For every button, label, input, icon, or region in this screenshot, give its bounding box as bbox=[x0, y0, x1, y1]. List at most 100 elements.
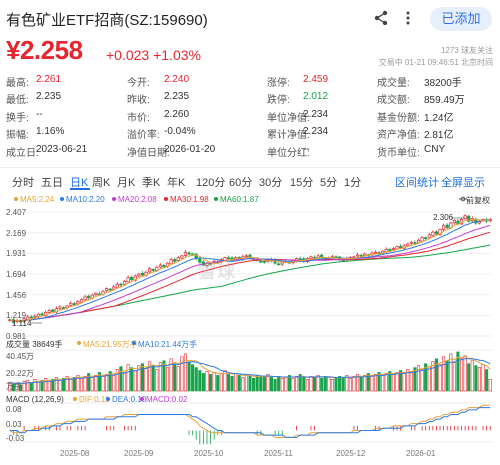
ma10-line bbox=[9, 219, 491, 322]
stat-label: 净值日期: bbox=[127, 147, 170, 159]
tab-2[interactable]: 日K bbox=[70, 177, 89, 189]
x-tick: 2025-12 bbox=[336, 449, 366, 458]
tab-0[interactable]: 分时 bbox=[12, 177, 34, 189]
stat-value: 1.16% bbox=[36, 126, 65, 138]
tab-9[interactable]: 30分 bbox=[259, 177, 283, 189]
tab-5[interactable]: 季K bbox=[142, 177, 161, 189]
ma-swatch bbox=[112, 197, 116, 201]
stat-label: 单位分红: bbox=[267, 147, 310, 159]
volume-bar bbox=[252, 378, 256, 392]
volume-bar bbox=[155, 369, 159, 392]
ma-legend-item: MA30:1.98 bbox=[170, 195, 209, 204]
stat-label: 溢价率: bbox=[127, 130, 160, 142]
candle-body bbox=[72, 303, 76, 305]
volume-bar bbox=[259, 377, 263, 392]
candle-body bbox=[452, 219, 456, 224]
price-tick: 2.169 bbox=[6, 228, 27, 238]
followers-count: 1273 球友关注 bbox=[440, 46, 493, 55]
macd-dif: DIF:0.11 bbox=[79, 395, 110, 404]
tab-active-indicator bbox=[70, 188, 90, 190]
trading-status: 交易中 01-21 09:46:51 北京时间 bbox=[378, 58, 493, 67]
volume-bar bbox=[395, 372, 399, 392]
volume-bar bbox=[234, 373, 238, 392]
candle-body bbox=[298, 258, 302, 260]
stat-value: 859.49万 bbox=[424, 95, 465, 107]
volume-bar bbox=[122, 372, 127, 392]
stat-value: 2.012 bbox=[303, 91, 329, 103]
candle-body bbox=[29, 316, 33, 319]
volume-bar bbox=[51, 378, 55, 392]
tab-8[interactable]: 60分 bbox=[229, 177, 253, 189]
volume-bar bbox=[477, 367, 482, 392]
candle-body bbox=[36, 313, 41, 317]
candle-body bbox=[69, 302, 73, 306]
share-icon[interactable] bbox=[373, 10, 389, 26]
ma-legend-item: MA20:2.08 bbox=[118, 195, 157, 204]
tab-10[interactable]: 15分 bbox=[290, 177, 314, 189]
tab-1[interactable]: 五日 bbox=[41, 177, 63, 189]
volume-bar bbox=[97, 372, 101, 392]
volume-bar bbox=[341, 377, 345, 392]
volume-bar bbox=[434, 358, 438, 392]
volume-bar bbox=[62, 378, 66, 392]
scroll-icon[interactable] bbox=[458, 194, 468, 204]
volume-ma10-line bbox=[9, 358, 491, 385]
volume-bar bbox=[65, 376, 69, 392]
volume-bar bbox=[183, 353, 188, 392]
volume-bar bbox=[244, 374, 248, 392]
volume-bar bbox=[481, 364, 485, 392]
volume-tick: 万手 bbox=[6, 382, 22, 391]
candle-body bbox=[277, 263, 281, 266]
volume-bar bbox=[399, 370, 403, 392]
volume-bar bbox=[485, 369, 489, 392]
stat-label: 跌停: bbox=[267, 95, 290, 107]
tab-11[interactable]: 5分 bbox=[320, 177, 338, 189]
stat-label: 最低: bbox=[6, 95, 29, 107]
volume-bar bbox=[187, 361, 191, 392]
candle-body bbox=[76, 301, 80, 305]
volume-bar bbox=[363, 375, 367, 392]
volume-bar bbox=[83, 376, 87, 392]
tab-6[interactable]: 年K bbox=[167, 177, 186, 189]
volume-bar bbox=[287, 375, 291, 392]
volume-bar bbox=[467, 363, 471, 392]
tab-7[interactable]: 120分 bbox=[196, 177, 226, 189]
fullscreen-link[interactable]: 全屏显示 bbox=[441, 177, 485, 189]
price-tick: 1.694 bbox=[6, 270, 27, 279]
tab-4[interactable]: 月K bbox=[117, 177, 136, 189]
followed-button[interactable]: 已添加 bbox=[430, 7, 492, 31]
volume-bar bbox=[169, 358, 173, 392]
macd-title: MACD (12,26,9) bbox=[6, 395, 64, 404]
candle-body bbox=[388, 249, 392, 251]
volume-bar bbox=[359, 377, 363, 392]
x-tick: 2025-10 bbox=[194, 449, 224, 458]
volume-bar bbox=[54, 377, 58, 392]
volume-bar bbox=[151, 365, 155, 392]
x-tick: 2025-11 bbox=[264, 449, 293, 458]
low-annotation: 1.114 bbox=[12, 319, 32, 328]
adjust-dropdown[interactable]: 前复权 bbox=[466, 196, 490, 205]
candle-body bbox=[409, 241, 413, 244]
stat-value: -- bbox=[36, 108, 43, 120]
page-title: 有色矿业ETF招商(SZ:159690) bbox=[6, 12, 208, 29]
tab-12[interactable]: 1分 bbox=[344, 177, 362, 189]
macd-tick: -0.03 bbox=[6, 434, 25, 443]
candle-body bbox=[119, 283, 123, 286]
tab-3[interactable]: 周K bbox=[92, 177, 111, 189]
volume-bar bbox=[248, 376, 252, 392]
volume-bar bbox=[119, 366, 123, 392]
more-vertical-icon[interactable] bbox=[401, 10, 415, 26]
volume-bar bbox=[370, 376, 374, 392]
stat-value: 2026-01-20 bbox=[164, 143, 216, 155]
volume-bar bbox=[115, 369, 119, 392]
stat-value: 2.234 bbox=[303, 108, 329, 120]
volume-bar bbox=[8, 381, 12, 392]
stat-value: 38200手 bbox=[424, 78, 462, 89]
volume-bar bbox=[273, 378, 277, 392]
volume-bar bbox=[237, 375, 241, 392]
range-stats-link[interactable]: 区间统计 bbox=[395, 177, 439, 189]
candle-body bbox=[40, 313, 44, 316]
candle-body bbox=[158, 264, 162, 268]
candle-body bbox=[87, 295, 91, 299]
